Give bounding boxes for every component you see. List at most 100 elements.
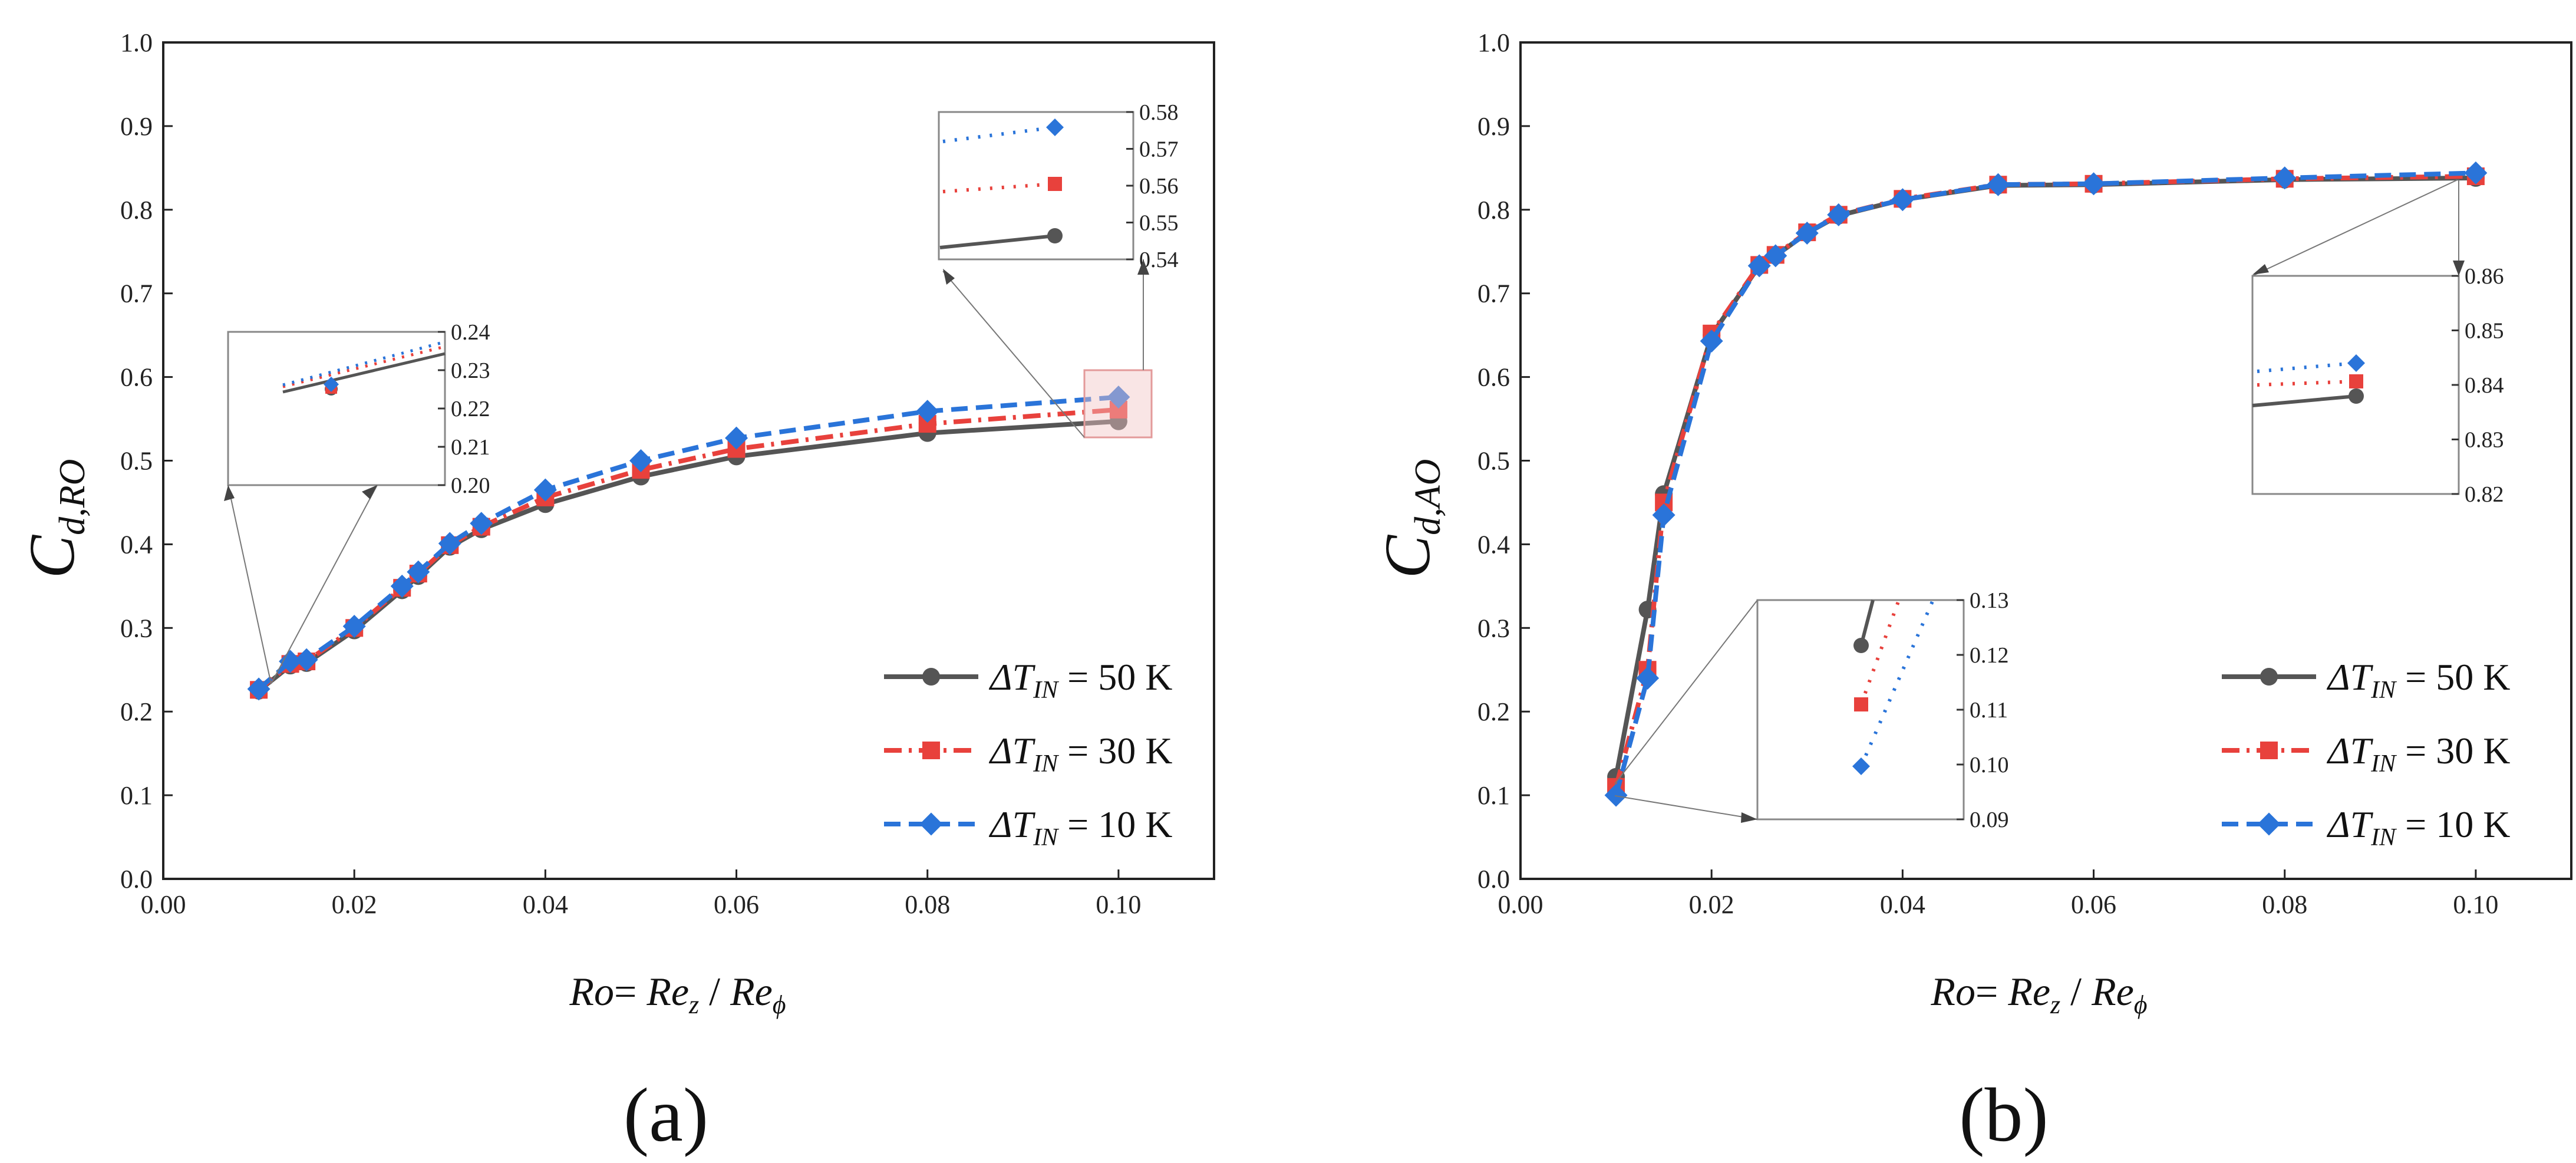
inset-marker-10k [2347,354,2365,372]
data-point [629,449,652,472]
inset-right-b: 0.82 0.83 0.84 0.85 0.86 [2251,179,2504,507]
legend-a: ΔTIN = 50 K ΔTIN = 30 K ΔTIN = 10 K [884,656,1172,851]
data-point [1891,188,1914,212]
inset-tick-label: 0.84 [2465,373,2504,398]
y-tick-label: 1.0 [120,28,153,57]
inset-marker-30k [2349,374,2363,388]
y-tick-label: 0.3 [1477,614,1510,643]
data-point [390,574,414,598]
arrow-head [943,269,955,285]
legend-label: ΔTIN = 50 K [2326,656,2510,704]
legend-marker [919,812,943,836]
callout-line [1614,795,1758,820]
x-axis-label-b: Ro= Rez / Reϕ [1930,969,2147,1019]
callout-line [1614,599,1758,785]
panel-b: 0.00.10.20.30.40.50.60.70.80.91.0 0.00 0.… [1371,28,2572,1158]
series-group-b [1604,161,2488,807]
inset-marker-50k [1853,638,1869,653]
data-point [295,648,318,671]
inset-line-30k [2257,380,2357,387]
y-tick-label: 0.0 [120,865,153,894]
inset-ticks-left-a: 0.20 0.21 0.22 0.23 0.24 [438,320,490,498]
data-point [2082,172,2106,196]
inset-marker-50k [1047,228,1063,243]
data-point [1604,783,1628,807]
inset-marker-30k [1048,177,1062,191]
data-point [407,560,430,584]
zoom-region-a [1083,369,1153,439]
data-point [1795,222,1819,245]
inset-tick-label: 0.82 [2465,482,2504,507]
data-point [1636,666,1660,690]
y-tick-label: 0.7 [120,279,153,308]
data-point [725,426,748,450]
arrow-head [224,485,235,501]
x-tick-label: 0.10 [1096,890,1141,919]
inset-tick-label: 0.09 [1970,808,2009,832]
y-tick-label: 0.0 [1477,865,1510,894]
inset-left-a: 0.20 0.21 0.22 0.23 0.24 [224,320,490,684]
panel-caption-b: (b) [1959,1073,2049,1158]
legend-label: ΔTIN = 10 K [2326,803,2510,851]
x-tick-label: 0.00 [141,890,186,919]
y-tick-label: 1.0 [1477,28,1510,57]
arrow-head [362,485,377,499]
y-tick-label: 0.4 [1477,530,1510,559]
arrow-head [1741,812,1757,823]
inset-tick-label: 0.24 [451,320,490,345]
y-tick-label: 0.7 [1477,279,1510,308]
y-tick-label: 0.8 [120,196,153,225]
x-tick-label: 0.04 [523,890,568,919]
x-axis-label-a: Ro= Rez / Reϕ [569,969,786,1019]
legend-marker [2260,668,2278,686]
data-point [1827,203,1851,226]
inset-line-50k [282,352,446,394]
data-point [1986,173,2010,196]
data-point [916,400,939,423]
y-tick-label: 0.1 [1477,781,1510,810]
data-point [2464,161,2488,185]
y-tick-label: 0.1 [120,781,153,810]
data-point [1764,244,1787,268]
x-tick-label: 0.10 [2453,890,2498,919]
inset-tick-label: 0.58 [1139,100,1179,125]
panel-caption-a: (a) [624,1073,708,1158]
inset-tick-label: 0.22 [451,397,490,421]
y-tick-label: 0.3 [120,614,153,643]
y-ticks-a: 0.0 0.1 0.2 0.3 0.4 0.5 0.6 0.7 0.8 0.9 1.0 [120,28,173,894]
inset-right-a: 0.540.550.560.570.58 [938,100,1179,438]
arrow-head [2252,264,2269,275]
inset-low-b: 0.09 0.10 0.11 0.12 0.13 [1614,588,2009,832]
inset-marker-50k [2349,388,2364,404]
legend-marker [922,742,940,759]
data-point [279,650,302,673]
panel-a: 0.00.10.20.30.40.50.60.70.80.91.0 0.00 0.… [16,28,1215,1158]
inset-ticks-right-a: 0.540.550.560.570.58 [1126,100,1179,272]
inset-ticks-right-b: 0.82 0.83 0.84 0.85 0.86 [2452,264,2504,507]
data-point [2273,166,2297,190]
inset-marker-30k [1854,697,1868,711]
data-point [1700,330,1723,353]
y-axis-label-a: Cd,RO [16,459,93,579]
data-point [533,478,557,502]
inset-marker-10k [324,377,339,392]
series-group-a [247,386,1130,701]
inset-line-50k [939,234,1056,249]
inset-line-50k [1859,599,1875,646]
inset-tick-label: 0.56 [1139,174,1179,199]
y-tick-label: 0.2 [1477,697,1510,726]
legend-label: ΔTIN = 10 K [988,803,1172,851]
data-point [342,614,366,638]
data-point [438,532,461,555]
x-ticks-b: 0.00 0.02 0.04 0.06 0.08 0.10 [1498,869,2498,919]
data-point [247,677,271,701]
data-point [1652,503,1675,527]
y-tick-label: 0.2 [120,697,153,726]
arrow-head [2453,261,2465,276]
y-tick-label: 0.9 [1477,112,1510,141]
x-ticks-a: 0.00 0.02 0.04 0.06 0.08 0.10 [141,869,1141,919]
x-tick-label: 0.00 [1498,890,1543,919]
inset-tick-label: 0.21 [451,435,490,460]
y-tick-label: 0.6 [1477,363,1510,392]
